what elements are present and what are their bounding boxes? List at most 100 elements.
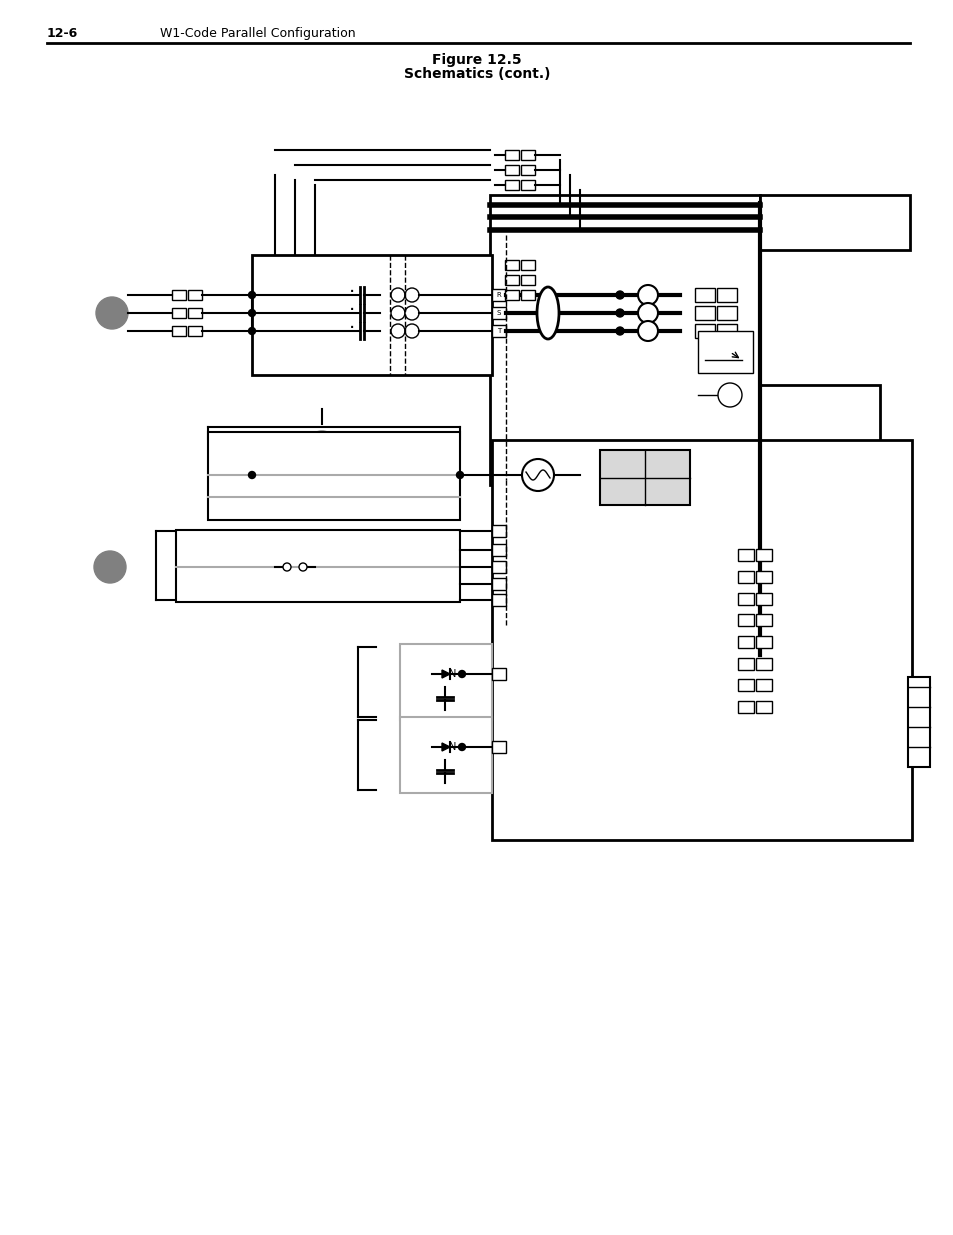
- Bar: [252, 254, 492, 375]
- Bar: [738, 679, 753, 692]
- Bar: [755, 614, 771, 626]
- Bar: [695, 306, 714, 320]
- Circle shape: [616, 309, 623, 317]
- Bar: [188, 308, 202, 317]
- Text: W1-Code Parallel Configuration: W1-Code Parallel Configuration: [160, 27, 355, 40]
- Text: ·: ·: [349, 300, 355, 320]
- Text: 12-6: 12-6: [47, 27, 78, 40]
- Bar: [738, 636, 753, 648]
- Bar: [504, 180, 518, 190]
- Circle shape: [405, 288, 418, 303]
- Bar: [907, 677, 929, 767]
- Circle shape: [391, 306, 405, 320]
- Circle shape: [391, 324, 405, 338]
- Bar: [760, 385, 879, 445]
- Bar: [738, 701, 753, 713]
- Bar: [755, 550, 771, 561]
- Circle shape: [96, 296, 128, 329]
- Circle shape: [306, 431, 337, 463]
- Bar: [717, 288, 737, 303]
- Bar: [520, 165, 535, 175]
- Bar: [399, 643, 492, 720]
- Bar: [504, 275, 518, 285]
- Text: N: N: [449, 742, 456, 752]
- Bar: [520, 275, 535, 285]
- Circle shape: [298, 563, 307, 571]
- Bar: [755, 658, 771, 671]
- Circle shape: [638, 285, 658, 305]
- Bar: [492, 543, 505, 556]
- Bar: [504, 290, 518, 300]
- Circle shape: [718, 383, 741, 408]
- Bar: [760, 195, 909, 249]
- Bar: [599, 450, 689, 505]
- Bar: [755, 571, 771, 583]
- Bar: [520, 290, 535, 300]
- Circle shape: [391, 288, 405, 303]
- Circle shape: [405, 324, 418, 338]
- Text: R: R: [497, 291, 501, 298]
- Bar: [717, 324, 737, 338]
- Bar: [504, 261, 518, 270]
- Bar: [738, 550, 753, 561]
- Text: N: N: [449, 669, 456, 679]
- Bar: [399, 718, 492, 793]
- Bar: [520, 261, 535, 270]
- Circle shape: [616, 327, 623, 335]
- Bar: [738, 658, 753, 671]
- Bar: [492, 561, 505, 573]
- Text: T: T: [497, 329, 500, 333]
- Bar: [188, 326, 202, 336]
- Bar: [492, 578, 505, 590]
- Bar: [490, 195, 760, 485]
- Bar: [492, 289, 505, 301]
- Bar: [755, 636, 771, 648]
- Bar: [172, 326, 186, 336]
- Circle shape: [616, 291, 623, 299]
- Circle shape: [405, 306, 418, 320]
- Bar: [172, 290, 186, 300]
- Text: ·: ·: [349, 283, 355, 301]
- Circle shape: [638, 321, 658, 341]
- Circle shape: [458, 743, 465, 751]
- Circle shape: [458, 671, 465, 678]
- Circle shape: [248, 327, 255, 335]
- Bar: [492, 525, 505, 537]
- Bar: [520, 180, 535, 190]
- Bar: [698, 331, 752, 373]
- Bar: [188, 290, 202, 300]
- Text: ·: ·: [349, 319, 355, 337]
- Bar: [172, 308, 186, 317]
- Bar: [738, 593, 753, 605]
- Bar: [755, 701, 771, 713]
- Polygon shape: [441, 743, 450, 751]
- Bar: [695, 288, 714, 303]
- Text: S: S: [497, 310, 500, 316]
- Bar: [175, 530, 459, 601]
- Bar: [492, 668, 505, 680]
- Bar: [492, 741, 505, 753]
- Bar: [755, 593, 771, 605]
- Bar: [504, 165, 518, 175]
- Bar: [492, 440, 911, 840]
- Circle shape: [456, 472, 463, 478]
- Text: Figure 12.5: Figure 12.5: [432, 53, 521, 67]
- Bar: [504, 149, 518, 161]
- Ellipse shape: [537, 287, 558, 338]
- Polygon shape: [441, 671, 450, 678]
- Bar: [695, 324, 714, 338]
- Circle shape: [283, 563, 291, 571]
- Bar: [492, 325, 505, 337]
- Circle shape: [248, 472, 255, 478]
- Circle shape: [248, 310, 255, 316]
- Circle shape: [521, 459, 554, 492]
- Bar: [520, 149, 535, 161]
- Circle shape: [94, 551, 126, 583]
- Bar: [738, 571, 753, 583]
- Circle shape: [248, 291, 255, 299]
- Bar: [492, 308, 505, 319]
- Circle shape: [638, 303, 658, 324]
- Bar: [738, 614, 753, 626]
- Text: Schematics (cont.): Schematics (cont.): [403, 67, 550, 82]
- Bar: [208, 432, 459, 520]
